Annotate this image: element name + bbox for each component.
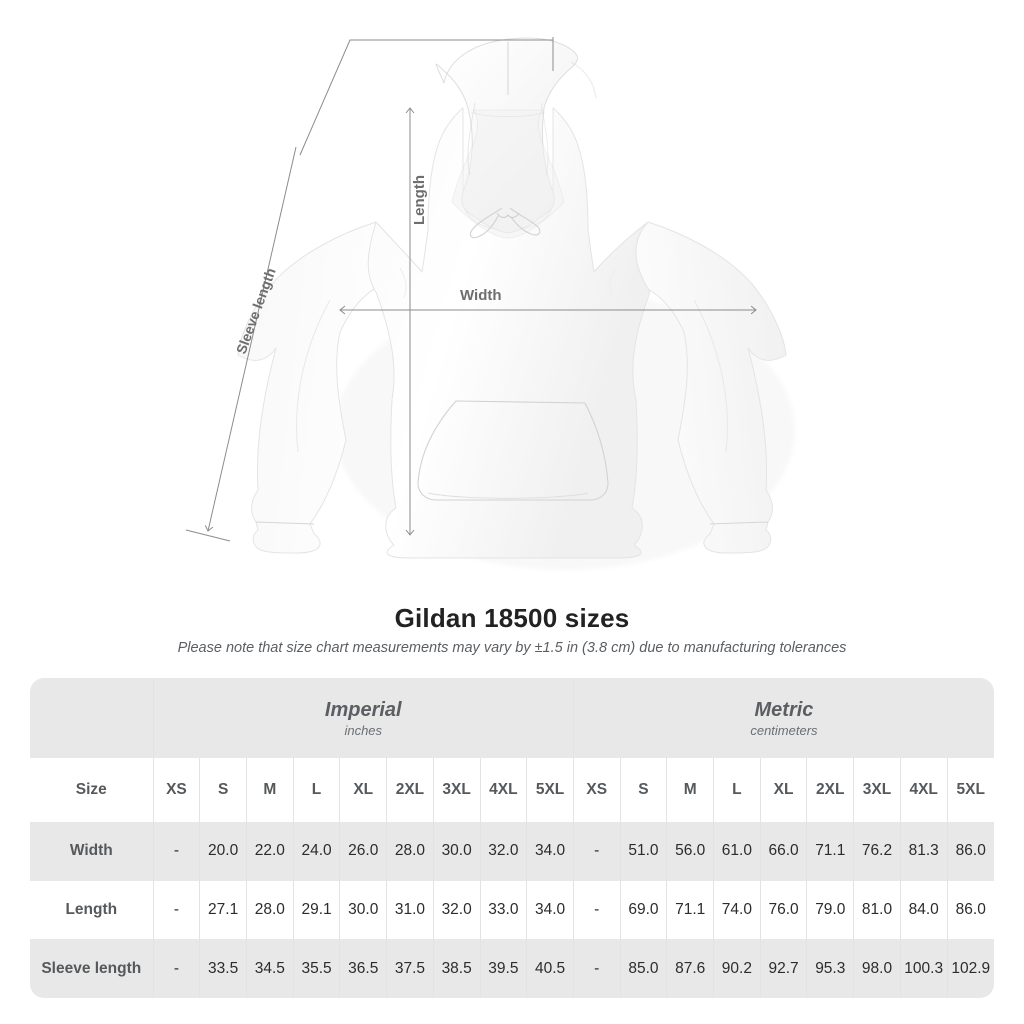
svg-text:Width: Width bbox=[460, 287, 502, 304]
svg-text:Length: Length bbox=[411, 175, 428, 225]
